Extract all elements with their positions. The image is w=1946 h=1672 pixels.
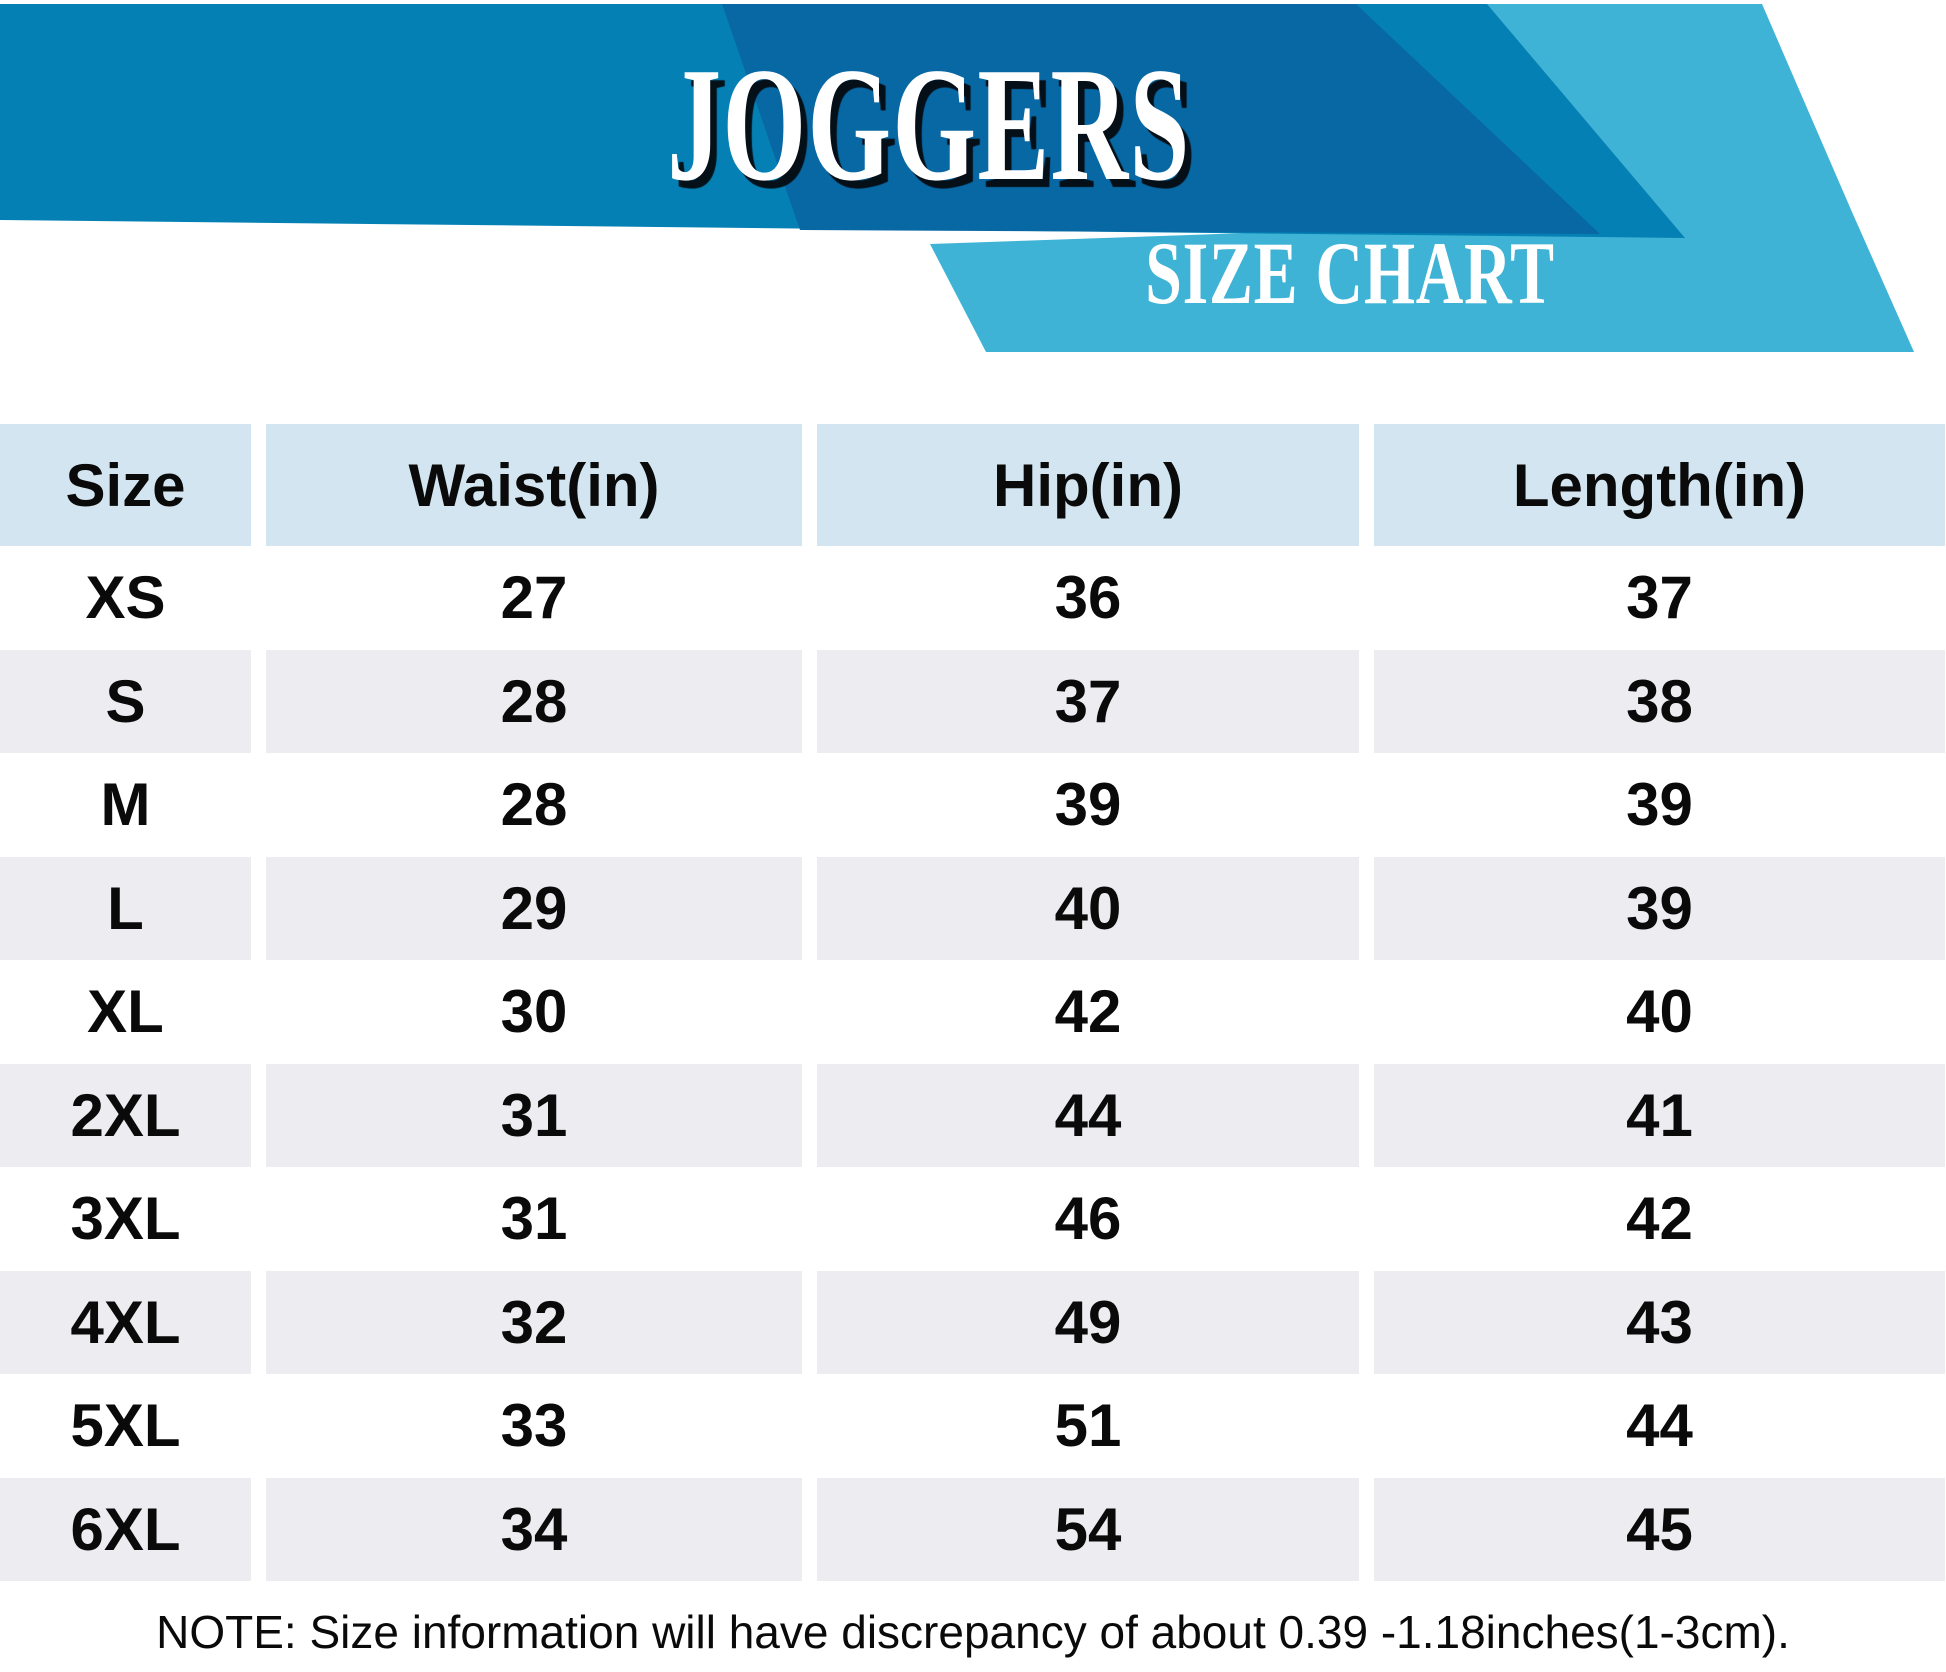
page-title: JOGGERS (667, 35, 1191, 216)
length-cell: 39 (1374, 856, 1945, 960)
size-cell: 6XL (0, 1477, 251, 1581)
waist-cell: 29 (266, 856, 802, 960)
size-cell: 3XL (0, 1167, 251, 1271)
size-cell: XS (0, 546, 251, 650)
size-cell: XL (0, 960, 251, 1064)
hip-cell: 40 (817, 856, 1359, 960)
length-cell: 39 (1374, 753, 1945, 857)
hip-cell: 54 (817, 1477, 1359, 1581)
length-cell: 41 (1374, 1063, 1945, 1167)
ribbon-dark-parallelogram (722, 4, 1600, 234)
hip-cell: 44 (817, 1063, 1359, 1167)
ribbon-sizechart-strip (930, 212, 1914, 352)
note-text: NOTE: Size information will have discrep… (156, 1606, 1790, 1658)
size-cell: L (0, 856, 251, 960)
hip-cell: 37 (817, 649, 1359, 753)
waist-cell: 28 (266, 649, 802, 753)
hip-cell: 51 (817, 1374, 1359, 1478)
length-cell: 37 (1374, 546, 1945, 650)
length-cell: 38 (1374, 649, 1945, 753)
hip-cell: 36 (817, 546, 1359, 650)
size-cell: 5XL (0, 1374, 251, 1478)
waist-cell: 33 (266, 1374, 802, 1478)
size-cell: M (0, 753, 251, 857)
waist-cell: 31 (266, 1167, 802, 1271)
waist-cell: 28 (266, 753, 802, 857)
hip-cell: 49 (817, 1270, 1359, 1374)
size-cell: S (0, 649, 251, 753)
ribbon-light-right-shape (1450, 4, 1852, 236)
length-cell: 40 (1374, 960, 1945, 1064)
size-chart-table: Size Waist(in) Hip(in) Length(in) XS 27 … (0, 424, 1946, 1581)
col-header-hip: Hip(in) (817, 424, 1359, 546)
header-banner: JOGGERS SIZE CHART (0, 0, 1946, 372)
size-cell: 2XL (0, 1063, 251, 1167)
waist-cell: 27 (266, 546, 802, 650)
waist-cell: 34 (266, 1477, 802, 1581)
ribbon-graphic (0, 4, 1914, 352)
banner-subtitle: SIZE CHART (1145, 224, 1555, 323)
hip-cell: 42 (817, 960, 1359, 1064)
waist-cell: 31 (266, 1063, 802, 1167)
length-cell: 44 (1374, 1374, 1945, 1478)
col-header-length: Length(in) (1374, 424, 1945, 546)
col-header-waist: Waist(in) (266, 424, 802, 546)
col-header-size: Size (0, 424, 251, 546)
waist-cell: 30 (266, 960, 802, 1064)
waist-cell: 32 (266, 1270, 802, 1374)
length-cell: 45 (1374, 1477, 1945, 1581)
hip-cell: 39 (817, 753, 1359, 857)
length-cell: 42 (1374, 1167, 1945, 1271)
length-cell: 43 (1374, 1270, 1945, 1374)
size-cell: 4XL (0, 1270, 251, 1374)
hip-cell: 46 (817, 1167, 1359, 1271)
